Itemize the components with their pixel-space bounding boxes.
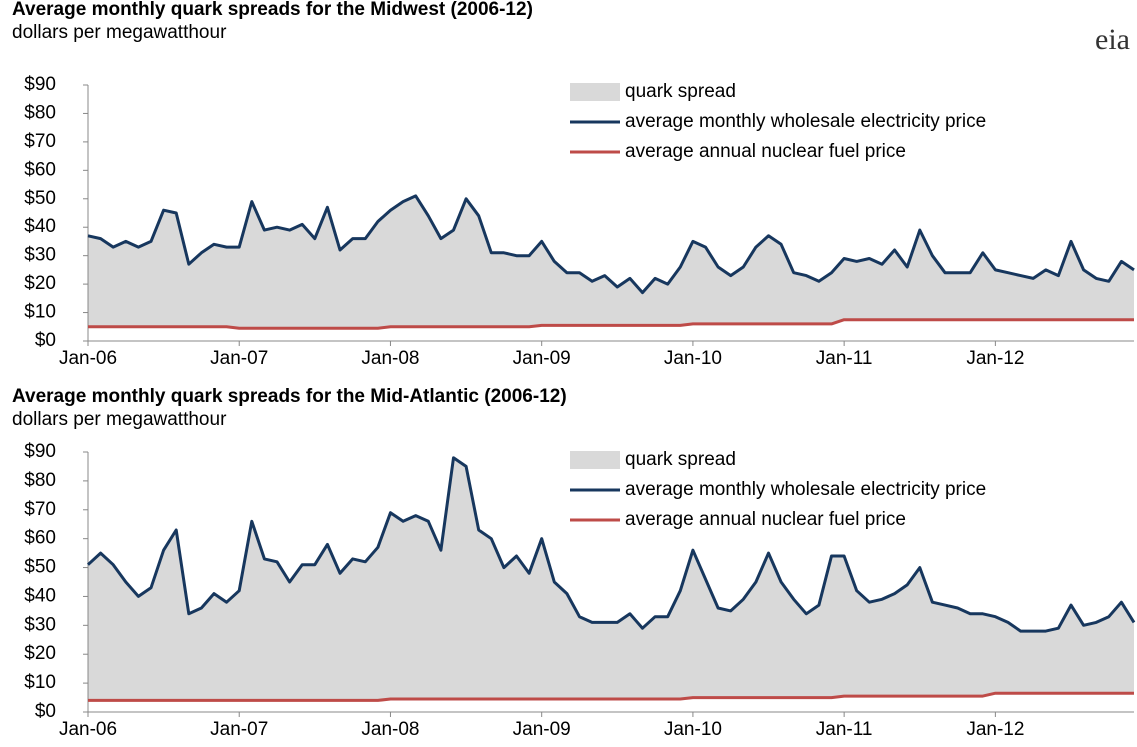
chart-title: Average monthly quark spreads for the Mi…	[12, 0, 533, 20]
legend-label: quark spread	[625, 449, 736, 470]
y-tick-label: $70	[24, 499, 56, 520]
series-line	[87, 194, 1135, 295]
y-tick-label: $30	[24, 245, 56, 266]
x-tick-label: Jan-12	[966, 348, 1024, 369]
series-line	[88, 691, 1134, 702]
y-tick-label: $20	[24, 273, 56, 294]
legend-swatch	[570, 83, 620, 101]
legend-label: average monthly wholesale electricity pr…	[625, 111, 986, 132]
y-tick-label: $60	[24, 528, 56, 549]
quark-spread-area	[88, 195, 1134, 329]
y-tick-label: $50	[24, 188, 56, 209]
y-tick-label: $0	[35, 330, 56, 351]
legend-label: average annual nuclear fuel price	[625, 509, 906, 530]
y-tick-label: $70	[24, 131, 56, 152]
x-tick-label: Jan-10	[664, 719, 722, 740]
legend-label: quark spread	[625, 81, 736, 102]
logo: eia	[1095, 23, 1130, 56]
y-tick-label: $20	[24, 643, 56, 664]
y-tick-label: $80	[24, 102, 56, 123]
legend-swatch	[570, 451, 620, 469]
chart-subtitle: dollars per megawatthour	[12, 409, 227, 430]
series-line	[86, 456, 1136, 633]
y-tick-label: $80	[24, 470, 56, 491]
y-tick-label: $90	[24, 441, 56, 462]
x-tick-label: Jan-06	[59, 719, 117, 740]
x-tick-label: Jan-11	[816, 348, 873, 369]
y-tick-label: $40	[24, 216, 56, 237]
x-tick-label: Jan-07	[210, 719, 268, 740]
y-tick-label: $0	[35, 701, 56, 722]
series-line	[88, 318, 1134, 330]
x-tick-label: Jan-06	[59, 348, 117, 369]
chart-subtitle: dollars per megawatthour	[12, 22, 227, 43]
x-tick-label: Jan-07	[210, 348, 268, 369]
chart-title: Average monthly quark spreads for the Mi…	[12, 386, 567, 407]
y-tick-label: $50	[24, 557, 56, 578]
legend-label: average monthly wholesale electricity pr…	[625, 479, 986, 500]
y-tick-label: $30	[24, 614, 56, 635]
x-tick-label: Jan-09	[513, 719, 571, 740]
y-tick-label: $90	[24, 74, 56, 95]
x-tick-label: Jan-09	[513, 348, 571, 369]
y-tick-label: $40	[24, 585, 56, 606]
legend-label: average annual nuclear fuel price	[625, 141, 906, 162]
x-tick-label: Jan-11	[816, 719, 873, 740]
y-tick-label: $10	[24, 672, 56, 693]
x-tick-label: Jan-08	[361, 348, 419, 369]
y-tick-label: $10	[24, 302, 56, 323]
x-tick-label: Jan-12	[966, 719, 1024, 740]
x-tick-label: Jan-08	[361, 719, 419, 740]
x-tick-label: Jan-10	[664, 348, 722, 369]
y-tick-label: $60	[24, 159, 56, 180]
quark-spread-area	[88, 457, 1134, 701]
